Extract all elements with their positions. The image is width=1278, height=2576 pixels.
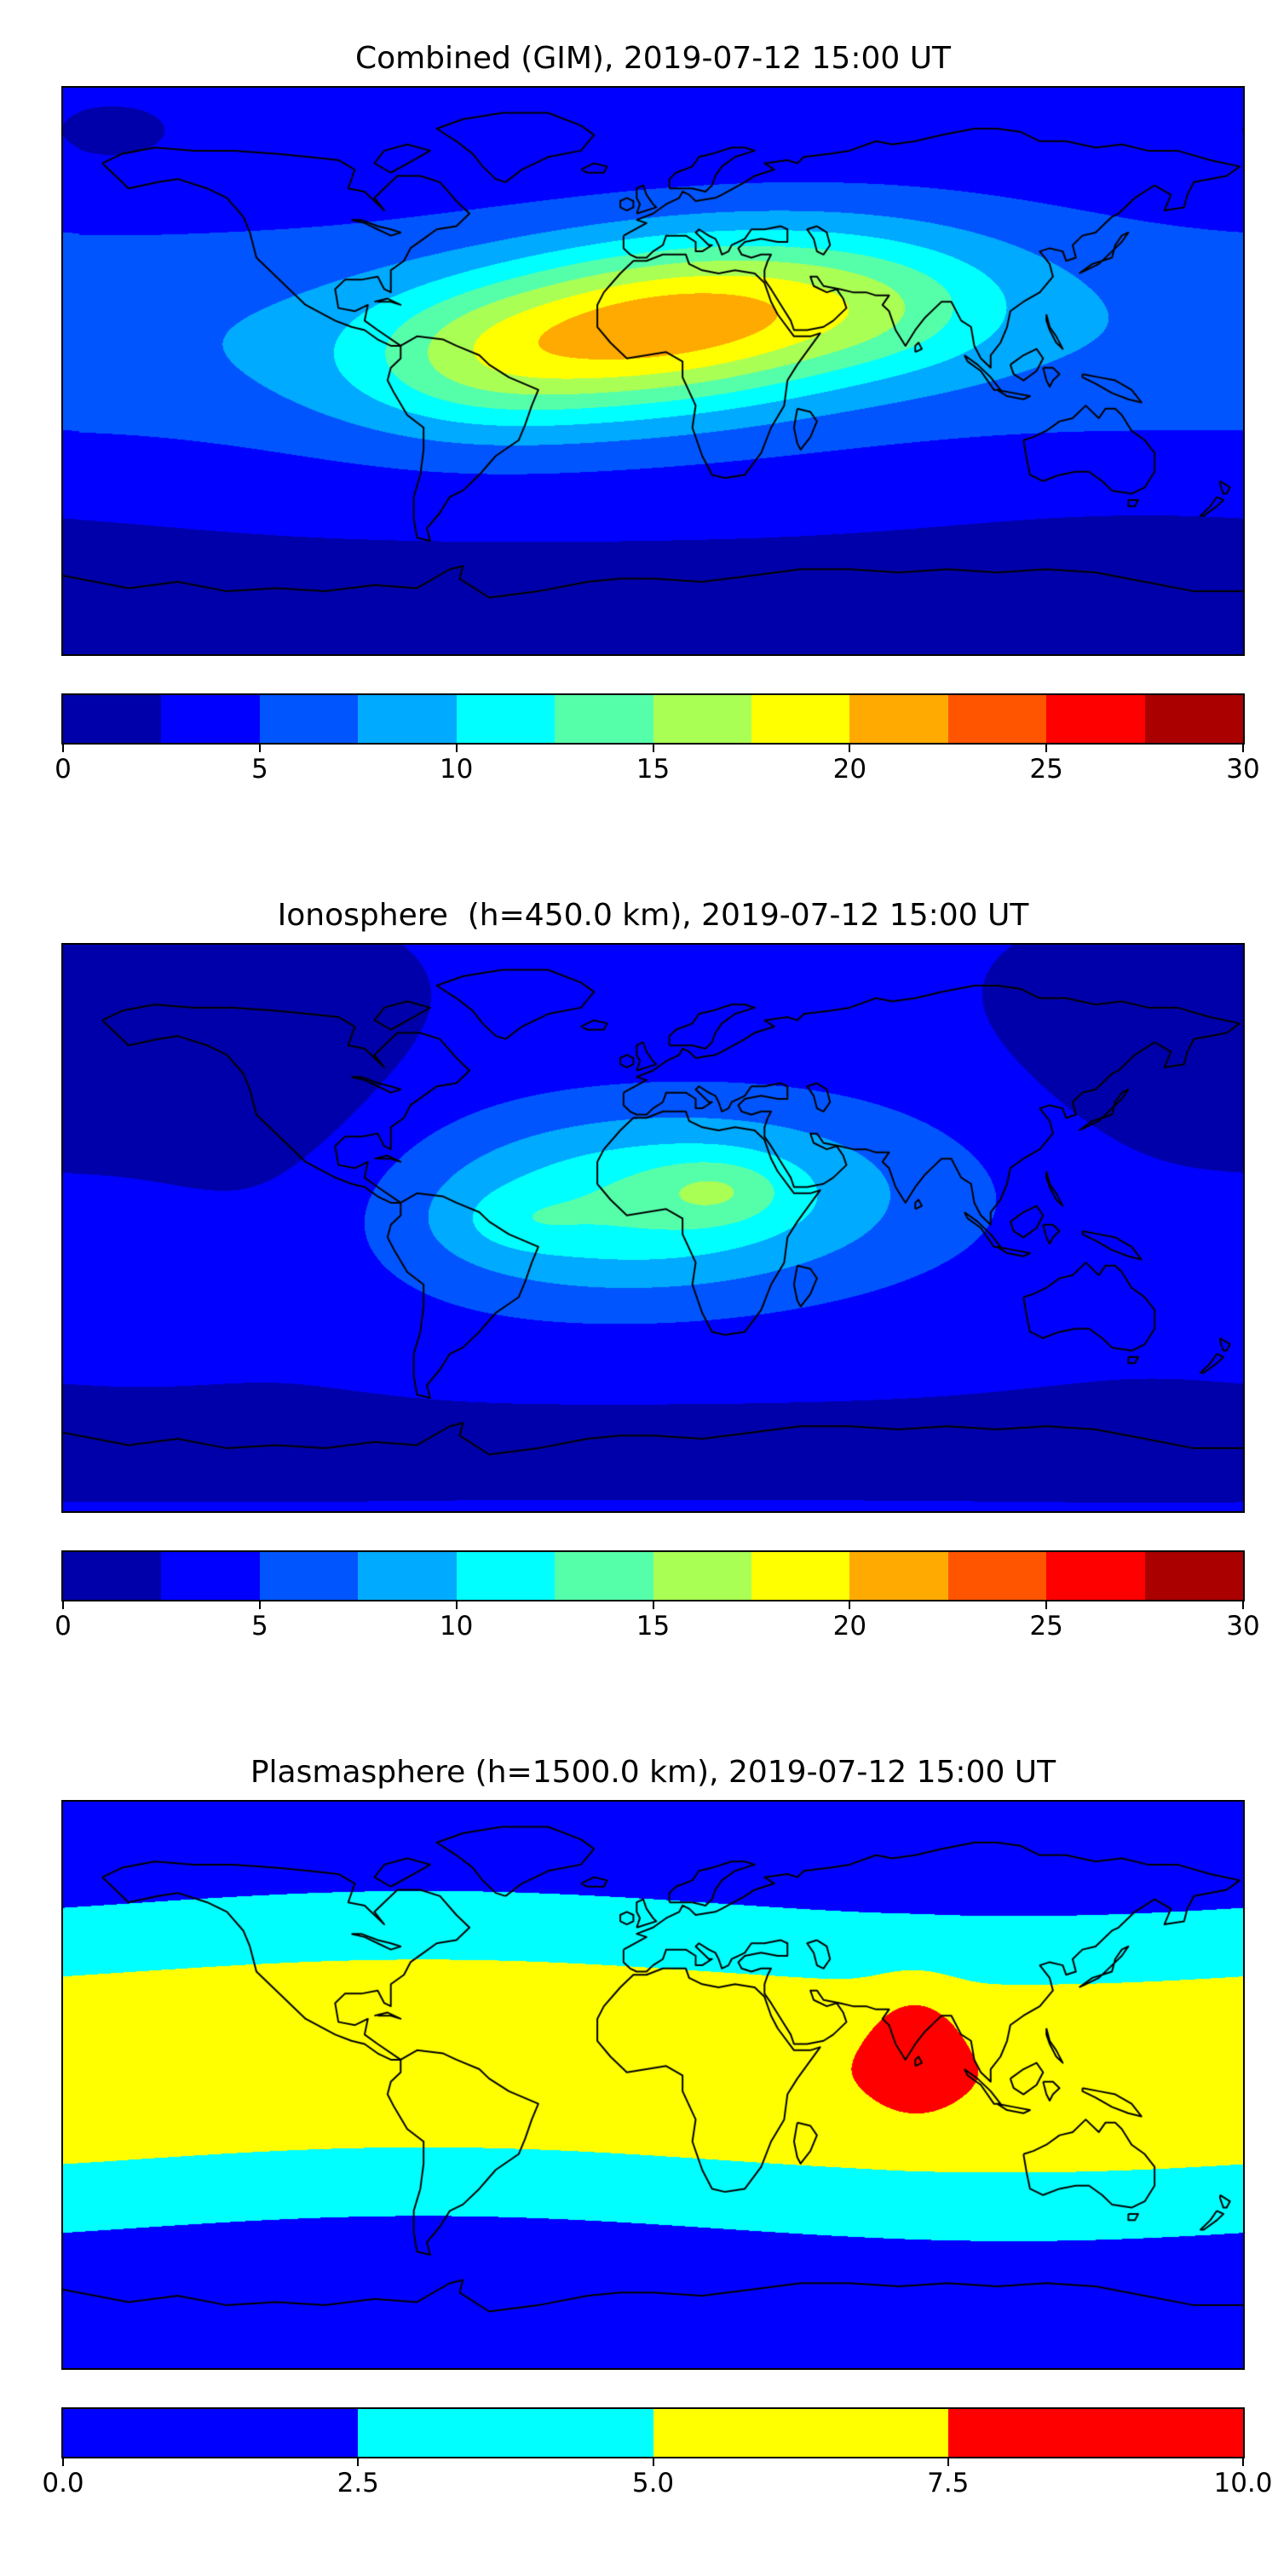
colorbar-segment: [63, 695, 162, 743]
colorbar-wrap-ionosphere: 0 5 10 15 20 25 30: [55, 1550, 1260, 1647]
colorbar-segment: [653, 1552, 751, 1600]
panel-ionosphere: Ionosphere (h=450.0 km), 2019-07-12 15:0…: [55, 862, 1260, 1647]
colorbar-segment: [947, 1552, 1047, 1600]
colorbar-segment: [161, 695, 260, 743]
colorbar-tick-label: 10.0: [1213, 2468, 1273, 2498]
colorbar-tick-label: 15: [636, 1611, 671, 1642]
figure-root: Combined (GIM), 2019-07-12 15:00 UT 0 5 10…: [42, 5, 1273, 2504]
map-canvas-plasmasphere: [63, 1802, 1243, 2368]
colorbar-ticks-plasmasphere: 0.0 2.5 5.0 7.5 10.0: [42, 2458, 1273, 2504]
colorbar-tick-label: 10: [439, 1611, 474, 1642]
colorbar-tick-label: 20: [832, 1611, 867, 1642]
colorbar-tick-mark: [357, 2458, 360, 2466]
colorbar-segment: [751, 1552, 850, 1600]
colorbar-segment: [1046, 1552, 1145, 1600]
colorbar-tick-label: 20: [832, 754, 867, 785]
colorbar-tick-label: 10: [439, 754, 474, 785]
colorbar-segment: [849, 695, 948, 743]
colorbar-segment: [1144, 695, 1244, 743]
colorbar-segment: [653, 695, 751, 743]
colorbar-tick-mark: [1242, 2458, 1244, 2466]
colorbar-tick-mark: [1045, 745, 1048, 752]
panel-title-plasmasphere: Plasmasphere (h=1500.0 km), 2019-07-12 1…: [250, 1755, 1056, 1790]
map-ionosphere: [61, 943, 1245, 1513]
colorbar-tick-mark: [652, 1601, 654, 1609]
colorbar-tick-label: 15: [636, 754, 671, 785]
colorbar-tick-label: 0: [55, 754, 72, 785]
colorbar-tick-label: 25: [1029, 754, 1063, 785]
colorbar-plasmasphere: [61, 2407, 1245, 2458]
colorbar-wrap-combined: 0 5 10 15 20 25 30: [55, 693, 1260, 791]
colorbar-segment: [849, 1552, 948, 1600]
colorbar-tick-label: 7.5: [927, 2468, 970, 2498]
colorbar-tick-label: 25: [1029, 1611, 1063, 1642]
colorbar-tick-mark: [652, 2458, 654, 2466]
colorbar-tick-mark: [455, 745, 458, 752]
colorbar-segment: [456, 1552, 556, 1600]
colorbar-tick-mark: [62, 745, 64, 752]
colorbar-tick-label: 0.0: [42, 2468, 84, 2498]
colorbar-combined: [61, 693, 1245, 745]
colorbar-tick-mark: [62, 2458, 64, 2466]
colorbar-tick-mark: [258, 745, 261, 752]
colorbar-tick-label: 2.5: [337, 2468, 379, 2498]
colorbar-segment: [358, 695, 457, 743]
colorbar-tick-mark: [1242, 1601, 1244, 1609]
colorbar-ionosphere: [61, 1550, 1245, 1601]
colorbar-segment: [63, 1552, 162, 1600]
colorbar-ticks-combined: 0 5 10 15 20 25 30: [55, 745, 1260, 791]
colorbar-tick-mark: [849, 745, 851, 752]
colorbar-segment: [63, 2409, 359, 2457]
panel-combined: Combined (GIM), 2019-07-12 15:00 UT 0 5 10…: [55, 5, 1260, 791]
colorbar-segment: [358, 2409, 653, 2457]
panel-plasmasphere: Plasmasphere (h=1500.0 km), 2019-07-12 1…: [42, 1719, 1273, 2504]
panel-title-combined: Combined (GIM), 2019-07-12 15:00 UT: [354, 41, 952, 76]
colorbar-segment: [751, 695, 850, 743]
colorbar-tick-label: 5.0: [631, 2468, 675, 2498]
colorbar-tick-label: 5: [250, 1611, 268, 1642]
colorbar-tick-mark: [1242, 745, 1244, 752]
colorbar-segment: [653, 2409, 948, 2457]
colorbar-tick-label: 30: [1226, 754, 1260, 785]
colorbar-tick-mark: [1045, 1601, 1048, 1609]
colorbar-segment: [555, 1552, 653, 1600]
colorbar-segment: [259, 1552, 359, 1600]
colorbar-tick-mark: [258, 1601, 261, 1609]
colorbar-segment: [1144, 1552, 1244, 1600]
colorbar-segment: [259, 695, 359, 743]
colorbar-segment: [947, 2409, 1243, 2457]
map-combined: [61, 86, 1245, 656]
colorbar-tick-mark: [455, 1601, 458, 1609]
panel-title-ionosphere: Ionosphere (h=450.0 km), 2019-07-12 15:0…: [277, 898, 1029, 933]
colorbar-tick-mark: [652, 745, 654, 752]
colorbar-segment: [161, 1552, 260, 1600]
colorbar-segment: [358, 1552, 457, 1600]
colorbar-segment: [555, 695, 653, 743]
colorbar-segment: [456, 695, 556, 743]
colorbar-segment: [947, 695, 1047, 743]
colorbar-tick-label: 5: [250, 754, 268, 785]
map-plasmasphere: [61, 1800, 1245, 2370]
map-canvas-combined: [63, 88, 1243, 654]
colorbar-wrap-plasmasphere: 0.0 2.5 5.0 7.5 10.0: [42, 2407, 1273, 2504]
colorbar-segment: [1046, 695, 1145, 743]
map-canvas-ionosphere: [63, 945, 1243, 1511]
colorbar-tick-label: 30: [1226, 1611, 1260, 1642]
colorbar-tick-mark: [62, 1601, 64, 1609]
colorbar-tick-mark: [947, 2458, 949, 2466]
colorbar-tick-mark: [849, 1601, 851, 1609]
colorbar-tick-label: 0: [55, 1611, 72, 1642]
colorbar-ticks-ionosphere: 0 5 10 15 20 25 30: [55, 1601, 1260, 1647]
